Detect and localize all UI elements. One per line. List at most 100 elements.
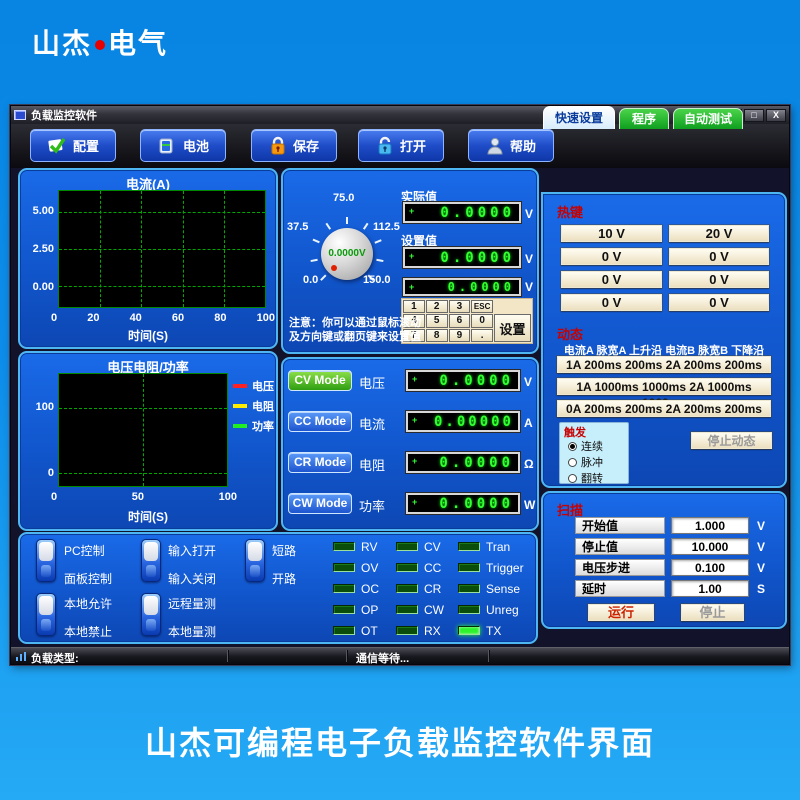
radio-icon <box>568 457 577 467</box>
short-circuit-toggle[interactable] <box>245 539 265 582</box>
key-6[interactable]: 6 <box>448 314 471 328</box>
toggle-label: 远程量测 <box>168 597 217 611</box>
power-display: + 0.0000 <box>406 493 520 514</box>
set-value-display: + 0.0000 <box>403 247 521 268</box>
cv-mode-button[interactable]: CV Mode <box>288 370 352 391</box>
unit-label: V <box>525 252 534 266</box>
scan-delay-field[interactable]: 1.00 <box>671 580 749 597</box>
mode-label: 电流 <box>359 417 386 432</box>
dynamic-preset-button[interactable]: 1A 200ms 200ms 2A 200ms 200ms <box>556 355 772 374</box>
hotkey-button[interactable]: 0 V <box>560 270 663 289</box>
hotkey-button[interactable]: 0 V <box>668 270 770 289</box>
stop-button[interactable]: 停止 <box>680 603 745 622</box>
led-label: OP <box>361 603 379 617</box>
app-window: 负载监控软件 – □ X 配置 电池 保存 打开 <box>10 105 790 665</box>
resistance-display: + 0.0000 <box>406 452 520 473</box>
maximize-button[interactable]: □ <box>744 108 764 122</box>
scan-step-field[interactable]: 0.100 <box>671 559 749 576</box>
app-icon <box>14 110 26 120</box>
lcd-sign: + <box>412 497 418 507</box>
battery-button[interactable]: 电池 <box>140 129 226 162</box>
input-on-toggle[interactable] <box>141 539 161 582</box>
lcd-sign: + <box>412 456 418 466</box>
scan-step-label[interactable]: 电压步进 <box>575 559 665 576</box>
led-label: RV <box>361 540 378 554</box>
knob-scale-label: 75.0 <box>333 192 355 204</box>
key-5[interactable]: 5 <box>425 314 448 328</box>
led-oc <box>333 584 355 593</box>
hotkey-button[interactable]: 0 V <box>668 247 770 266</box>
current-chart-panel: 电流(A) 5.00 2.50 0.00 0 20 40 60 80 100 时… <box>18 168 278 349</box>
key-3[interactable]: 3 <box>448 300 471 314</box>
stop-dynamic-button[interactable]: 停止动态 <box>690 431 773 450</box>
led-label: Trigger <box>486 561 524 575</box>
dynamic-preset-button[interactable]: 1A 1000ms 1000ms 2A 1000ms 1000ms <box>556 377 772 410</box>
toggle-label: 本地禁止 <box>64 625 113 639</box>
radio-continuous[interactable]: 连续 <box>568 438 603 454</box>
pc-control-toggle[interactable] <box>36 539 56 582</box>
key-2[interactable]: 2 <box>425 300 448 314</box>
x-tick: 0 <box>51 312 58 324</box>
hotkey-button[interactable]: 20 V <box>668 224 770 243</box>
knob-scale-label: 112.5 <box>373 221 400 233</box>
run-button[interactable]: 运行 <box>587 603 655 622</box>
knob-indicator-dot <box>331 265 337 271</box>
unit-label: V <box>525 280 534 294</box>
voltage-knob[interactable]: 0.0000V <box>321 228 373 280</box>
toggle-label: 输入打开 <box>168 544 217 558</box>
save-button[interactable]: 保存 <box>251 129 337 162</box>
help-button[interactable]: 帮助 <box>468 129 554 162</box>
radio-pulse[interactable]: 脉冲 <box>568 454 603 470</box>
window-title: 负载监控软件 <box>31 110 97 122</box>
x-tick: 50 <box>131 491 144 503</box>
dynamic-preset-button[interactable]: 0A 200ms 200ms 2A 200ms 200ms <box>556 399 772 418</box>
scan-start-field[interactable]: 1.000 <box>671 517 749 534</box>
remote-sense-toggle[interactable] <box>141 593 161 636</box>
key-7[interactable]: 7 <box>403 328 425 342</box>
key-dot[interactable]: . <box>471 328 493 342</box>
x-tick: 100 <box>218 491 237 503</box>
scan-stop-field[interactable]: 10.000 <box>671 538 749 555</box>
x-axis-label: 时间(S) <box>128 329 168 343</box>
hotkey-button[interactable]: 0 V <box>668 293 770 312</box>
brand-logo: 山杰 电气 <box>32 22 168 62</box>
close-button[interactable]: X <box>766 108 786 122</box>
key-1[interactable]: 1 <box>403 300 425 314</box>
toggle-label: 面板控制 <box>64 572 113 586</box>
key-8[interactable]: 8 <box>425 328 448 342</box>
cw-mode-button[interactable]: CW Mode <box>288 493 352 514</box>
radio-flip[interactable]: 翻转 <box>568 470 603 486</box>
open-button[interactable]: 打开 <box>358 129 444 162</box>
tab-quick-setup[interactable]: 快速设置 <box>543 106 615 129</box>
lcd-sign: + <box>409 206 415 216</box>
led-label: CW <box>424 603 444 617</box>
cr-mode-button[interactable]: CR Mode <box>288 452 352 473</box>
hotkey-button[interactable]: 10 V <box>560 224 663 243</box>
mode-label: 电阻 <box>359 458 386 473</box>
set-button[interactable]: 设置 <box>494 314 531 342</box>
tab-auto-test[interactable]: 自动测试 <box>673 108 743 129</box>
tab-program[interactable]: 程序 <box>619 108 669 129</box>
hotkey-button[interactable]: 0 V <box>560 293 663 312</box>
led-label: CR <box>424 582 442 596</box>
mode-label: 功率 <box>359 499 386 514</box>
key-4[interactable]: 4 <box>403 314 425 328</box>
scan-stop-label[interactable]: 停止值 <box>575 538 665 555</box>
x-axis-label: 时间(S) <box>128 510 168 524</box>
toggle-label: 输入关闭 <box>168 572 217 586</box>
key-esc[interactable]: ESC <box>471 300 493 314</box>
config-button[interactable]: 配置 <box>30 129 116 162</box>
led-label: Tran <box>486 540 511 554</box>
scan-start-label[interactable]: 开始值 <box>575 517 665 534</box>
entry-display[interactable]: + 0.0000 <box>403 278 521 296</box>
led-cw <box>396 605 418 614</box>
cc-mode-button[interactable]: CC Mode <box>288 411 352 432</box>
lcd-sign: + <box>409 282 415 292</box>
hotkey-button[interactable]: 0 V <box>560 247 663 266</box>
local-allow-toggle[interactable] <box>36 593 56 636</box>
key-9[interactable]: 9 <box>448 328 471 342</box>
key-0[interactable]: 0 <box>471 314 493 328</box>
scan-delay-label[interactable]: 延时 <box>575 580 665 597</box>
knob-scale-label: 150.0 <box>363 274 391 286</box>
